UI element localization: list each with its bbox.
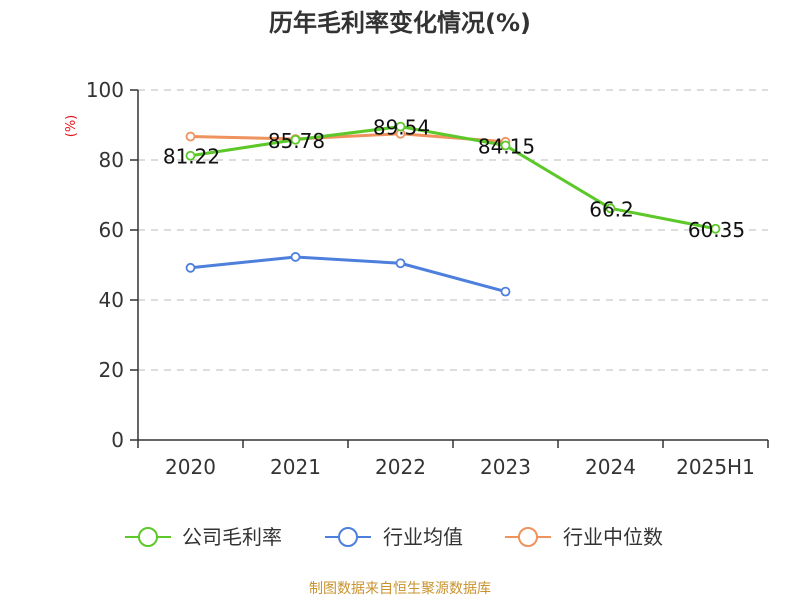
data-point — [605, 203, 616, 214]
data-label: 60.35 — [688, 218, 745, 242]
data-point — [500, 286, 511, 297]
legend-label: 行业均值 — [383, 525, 463, 549]
x-tick-label-2025H1: 2025H1 — [676, 455, 755, 479]
grid — [138, 89, 768, 371]
data-point — [185, 262, 196, 273]
y-tick-label: 20 — [99, 358, 124, 382]
legend-item-行业中位数[interactable]: 行业中位数 — [505, 525, 663, 549]
y-tick-label: 60 — [99, 218, 124, 242]
series-lines — [185, 121, 721, 297]
data-point — [500, 140, 511, 151]
x-tick-label-2021: 2021 — [270, 455, 321, 479]
legend[interactable]: 公司毛利率 行业均值 行业中位数 — [125, 525, 663, 549]
series-line-行业中位数 — [190, 132, 506, 144]
data-label: 84.15 — [478, 134, 535, 158]
data-point — [185, 131, 196, 142]
data-point — [395, 258, 406, 269]
x-tick-label-2024: 2024 — [585, 455, 636, 479]
x-tick-label-2022: 2022 — [375, 455, 426, 479]
x-tick-label-2023: 2023 — [480, 455, 531, 479]
data-point — [185, 150, 196, 161]
legend-swatch-marker — [138, 527, 158, 547]
data-label: 85.78 — [268, 129, 325, 153]
data-point — [710, 223, 721, 234]
data-point — [290, 134, 301, 145]
series-line-公司毛利率 — [190, 125, 716, 231]
data-label: 66.2 — [589, 197, 634, 221]
y-tick-label: 100 — [86, 78, 124, 102]
legend-item-公司毛利率[interactable]: 公司毛利率 — [125, 525, 282, 549]
data-point — [395, 121, 406, 132]
data-point — [290, 252, 301, 262]
legend-item-行业均值[interactable]: 行业均值 — [325, 525, 463, 549]
data-labels: 81.22 85.78 89.54 84.15 66.2 60.35 — [163, 116, 745, 242]
legend-swatch-marker — [518, 527, 538, 547]
y-tick-label: 0 — [111, 428, 124, 452]
chart-title: 历年毛利率变化情况(%) — [269, 9, 531, 37]
legend-label: 公司毛利率 — [182, 525, 282, 549]
axes: 0 20 40 60 80 100 2020 2021 2022 2023 2024 2025H1 — [86, 78, 769, 479]
y-axis-unit: (%) — [64, 115, 79, 138]
source-note: 制图数据来自恒生聚源数据库 — [309, 581, 491, 597]
data-label: 81.22 — [163, 145, 220, 169]
y-tick-label: 40 — [99, 288, 124, 312]
series-line-行业均值 — [190, 255, 506, 294]
legend-label: 行业中位数 — [563, 525, 663, 549]
legend-swatch-marker — [338, 527, 358, 547]
data-label: 89.54 — [373, 116, 430, 140]
x-tick-label-2020: 2020 — [165, 455, 216, 479]
y-tick-label: 80 — [99, 148, 124, 172]
